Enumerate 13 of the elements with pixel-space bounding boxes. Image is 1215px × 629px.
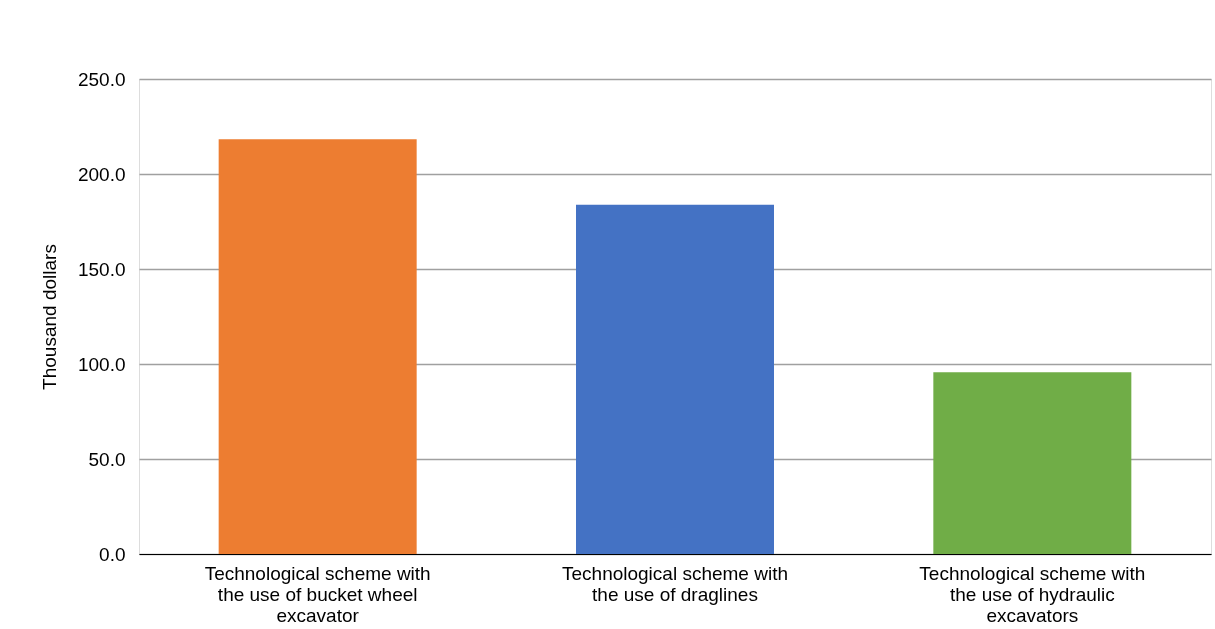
x-tick-label: Technological scheme with the use of hydraulic excavators — [919, 562, 1146, 626]
y-axis-title: Thousand dollars — [38, 244, 60, 390]
bar — [218, 139, 417, 554]
y-tick-label: 200.0 — [77, 163, 126, 185]
bar — [576, 204, 774, 554]
bar — [933, 372, 1132, 554]
y-tick-label: 250.0 — [77, 68, 126, 90]
y-tick-label: 50.0 — [88, 448, 126, 470]
x-tick-label: Technological scheme with the use of draglines — [561, 562, 789, 605]
x-tick-label: Technological scheme with the use of bucket wheel excavator — [204, 562, 431, 626]
y-tick-label: 0.0 — [99, 543, 126, 565]
y-tick-label: 150.0 — [77, 258, 126, 280]
y-tick-label: 100.0 — [77, 353, 126, 375]
